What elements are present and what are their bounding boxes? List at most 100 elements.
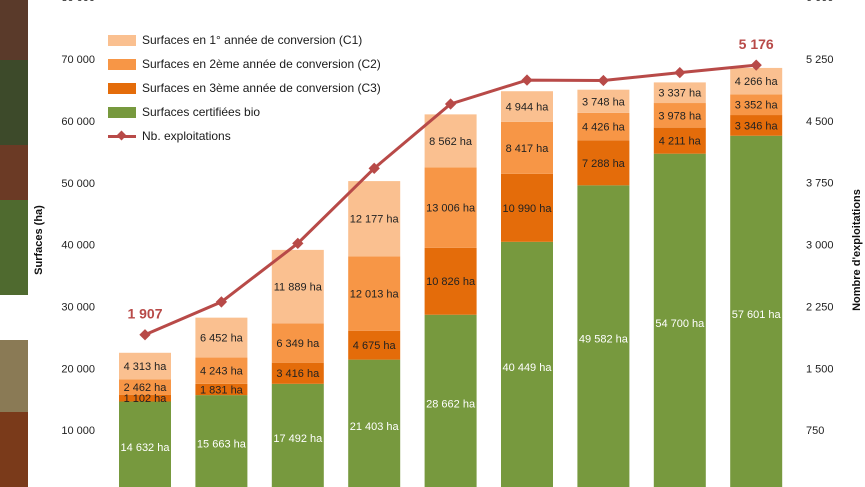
bar-segment	[195, 357, 248, 384]
y-tick-label: 80 000	[61, 0, 95, 4]
legend-item-c3: Surfaces en 3ème année de conversion (C3…	[108, 76, 381, 100]
y2-tick-label: 4 500	[806, 116, 834, 128]
y2-tick-label: 2 250	[806, 301, 834, 313]
bar-segment	[653, 82, 706, 104]
legend-label-c1: Surfaces en 1° année de conversion (C1)	[142, 33, 363, 47]
bar-value-label: 8 562 ha	[429, 136, 473, 148]
bar-segment	[424, 167, 477, 248]
bar-segment	[577, 89, 630, 113]
bar-segment	[119, 401, 171, 487]
bar-value-label: 4 426 ha	[582, 122, 626, 134]
y-tick-label: 10 000	[61, 425, 95, 437]
bar-segment	[653, 153, 706, 487]
bar-value-label: 4 266 ha	[735, 76, 779, 88]
bar-value-label: 3 346 ha	[735, 120, 779, 132]
line-last-value-label: 5 176	[739, 36, 774, 52]
bar-value-label: 3 352 ha	[735, 100, 779, 112]
exploitations-point	[521, 74, 533, 86]
bar-value-label: 4 211 ha	[659, 136, 702, 148]
photo-vine-leaves	[0, 200, 28, 295]
bar-segment	[348, 330, 401, 360]
bar-value-label: 3 416 ha	[276, 368, 320, 380]
bar-value-label: 7 288 ha	[582, 158, 626, 170]
bar-value-label: 21 403 ha	[350, 421, 400, 433]
bar-segment	[348, 181, 401, 257]
legend-label-c2: Surfaces en 2ème année de conversion (C2…	[142, 57, 381, 71]
bar-labels-layer: 14 632 ha 1 102 ha2 462 ha 4 313 ha 15 663 …	[121, 76, 782, 454]
exploitations-point	[139, 329, 151, 341]
bar-value-label: 4 243 ha	[200, 366, 244, 378]
bar-segment	[501, 173, 553, 242]
bar-segment	[119, 379, 171, 395]
bar-value-label: 57 601 ha	[732, 309, 782, 321]
y2-tick-label: 3 000	[806, 240, 834, 252]
exploitations-point	[674, 66, 686, 79]
exploitations-point	[368, 162, 380, 174]
bar-segment	[730, 135, 783, 487]
bar-value-label: 10 990 ha	[503, 203, 553, 215]
y2-tick-label: 5 250	[806, 54, 834, 66]
bar-value-label: 54 700 ha	[655, 318, 705, 330]
bar-value-label: 3 337 ha	[658, 88, 702, 100]
bar-segment	[195, 395, 248, 487]
bar-value-label: 4 675 ha	[353, 340, 397, 352]
photo-vineyard	[0, 340, 28, 412]
y2-tick-label: 1 500	[806, 363, 834, 375]
legend-swatch-c2	[108, 58, 136, 70]
legend-item-c2: Surfaces en 2ème année de conversion (C2…	[108, 52, 381, 76]
bar-segment	[577, 185, 630, 487]
photo-barrels	[0, 0, 28, 60]
y2-axis-title: Nombre d'exploitations	[851, 189, 863, 311]
axes-layer: 10 000 20 000 30 000 40 000 50 000 60 000 70 0…	[61, 0, 833, 437]
bar-segment	[501, 91, 553, 122]
legend-swatch-bio	[108, 106, 136, 118]
exploitations-point	[215, 296, 228, 308]
bar-value-label: 49 582 ha	[579, 334, 629, 346]
bar-segment	[424, 314, 477, 487]
bar-segment	[730, 94, 783, 116]
bar-value-label: 1 831 ha	[200, 384, 244, 396]
exploitations-point	[292, 237, 304, 250]
bar-segment	[271, 383, 324, 487]
bar-segment	[271, 249, 324, 324]
bar-value-label: 13 006 ha	[426, 203, 476, 215]
bar-segment	[119, 394, 171, 402]
y2-tick-label: 750	[806, 425, 824, 437]
bar-value-label: 14 632 ha	[121, 442, 171, 454]
y-tick-label: 60 000	[61, 116, 95, 128]
bar-value-label: 11 889 ha	[274, 282, 323, 294]
bar-segment	[271, 362, 324, 384]
bar-value-label: 40 449 ha	[503, 362, 553, 374]
bar-segment	[119, 352, 171, 380]
decorative-photo-strip	[0, 0, 28, 487]
legend-item-bio: Surfaces certifiées bio	[108, 100, 381, 124]
y-tick-label: 20 000	[61, 363, 95, 375]
bar-value-label: 17 492 ha	[273, 433, 323, 445]
bar-segment	[730, 67, 783, 95]
bar-segment	[577, 140, 630, 186]
bar-value-label: 4 944 ha	[506, 102, 550, 114]
y-tick-label: 40 000	[61, 240, 95, 252]
legend-line-marker	[108, 131, 136, 142]
y-axis-title: Surfaces (ha)	[33, 205, 45, 275]
bar-segment	[348, 359, 401, 487]
bar-segment	[195, 317, 248, 358]
y2-tick-label: 6 000	[806, 0, 834, 4]
bar-segment	[501, 121, 553, 174]
y2-tick-label: 3 750	[806, 178, 834, 190]
bar-value-label: 6 452 ha	[200, 333, 244, 345]
bar-segment	[271, 323, 324, 363]
bar-value-label: 15 663 ha	[197, 439, 247, 451]
bar-value-label: 2 462 ha	[124, 382, 168, 394]
bar-value-label: 1 102 ha	[124, 393, 168, 405]
bar-segment	[577, 112, 630, 141]
line-first-value-label: 1 907	[127, 306, 162, 322]
exploitations-point	[597, 74, 610, 87]
bar-value-label: 28 662 ha	[426, 398, 476, 410]
bar-segment	[348, 256, 401, 331]
chart-legend: Surfaces en 1° année de conversion (C1) …	[108, 28, 381, 148]
bar-segment	[424, 247, 477, 315]
photo-gap	[0, 295, 28, 340]
bar-segment	[653, 127, 706, 154]
